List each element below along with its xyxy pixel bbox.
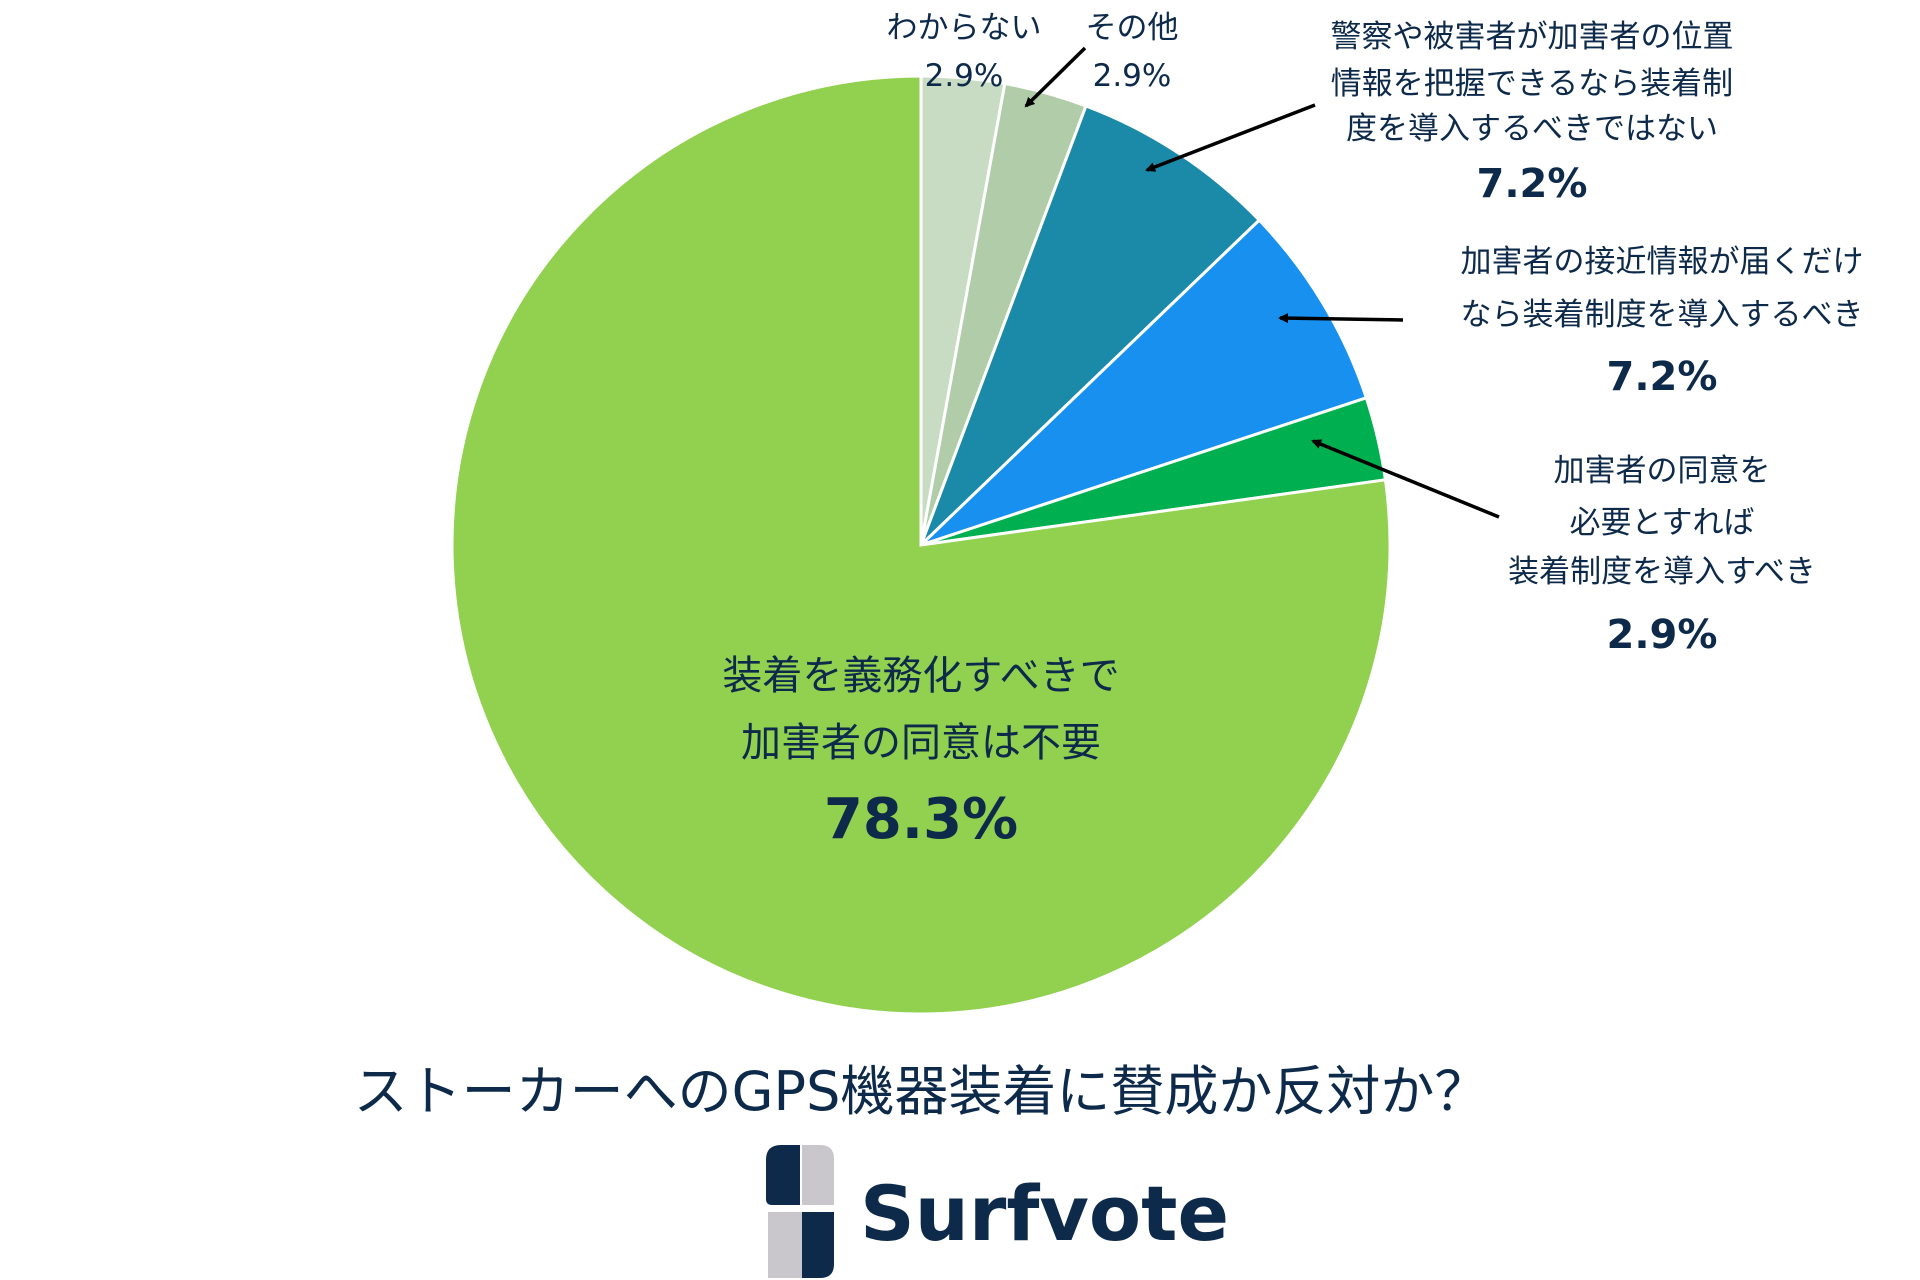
pie-slice-2 bbox=[919, 104, 1262, 547]
slice-value-unknown: 2.9% bbox=[925, 58, 1004, 94]
slice-label-police-line1: 警察や被害者が加害者の位置 bbox=[1331, 19, 1734, 55]
pie-slice-5 bbox=[450, 74, 1392, 1016]
slice-label-approach-line1: 加害者の接近情報が届くだけ bbox=[1461, 244, 1864, 280]
pie-slice-3 bbox=[919, 217, 1369, 547]
surfvote-logo-icon bbox=[766, 1145, 834, 1278]
slice-value-consent: 2.9% bbox=[1607, 612, 1718, 658]
slice-value-mandatory: 78.3% bbox=[824, 787, 1018, 852]
arrow-approach bbox=[1278, 313, 1404, 324]
slice-value-police: 7.2% bbox=[1477, 161, 1588, 207]
brand-name: Surfvote bbox=[860, 1169, 1229, 1258]
slice-label-consent-line1: 加害者の同意を bbox=[1554, 453, 1771, 489]
slice-label-approach-line2: なら装着制度を導入するべき bbox=[1461, 297, 1864, 333]
slice-label-consent-line3: 装着制度を導入すべき bbox=[1508, 554, 1816, 590]
slice-label-consent-line2: 必要とすれば bbox=[1569, 505, 1754, 541]
arrow-consent bbox=[1311, 439, 1500, 519]
arrow-police bbox=[1145, 103, 1316, 172]
arrow-other bbox=[1024, 46, 1087, 108]
slice-label-police-line2: 情報を把握できるなら装着制 bbox=[1331, 66, 1733, 102]
slice-label-unknown: わからない bbox=[887, 10, 1042, 46]
slice-label-mandatory-line2: 加害者の同意は不要 bbox=[741, 720, 1101, 766]
slice-value-approach: 7.2% bbox=[1607, 354, 1718, 400]
slice-label-other: その他 bbox=[1086, 10, 1179, 46]
slice-value-other: 2.9% bbox=[1093, 58, 1172, 94]
slice-label-mandatory-line1: 装着を義務化すべきで bbox=[722, 653, 1119, 699]
chart-title: ストーカーへのGPS機器装着に賛成か反対か？ bbox=[354, 1060, 1489, 1123]
slice-label-police-line3: 度を導入するべきではない bbox=[1346, 111, 1718, 147]
pie-slices bbox=[450, 74, 1392, 1016]
